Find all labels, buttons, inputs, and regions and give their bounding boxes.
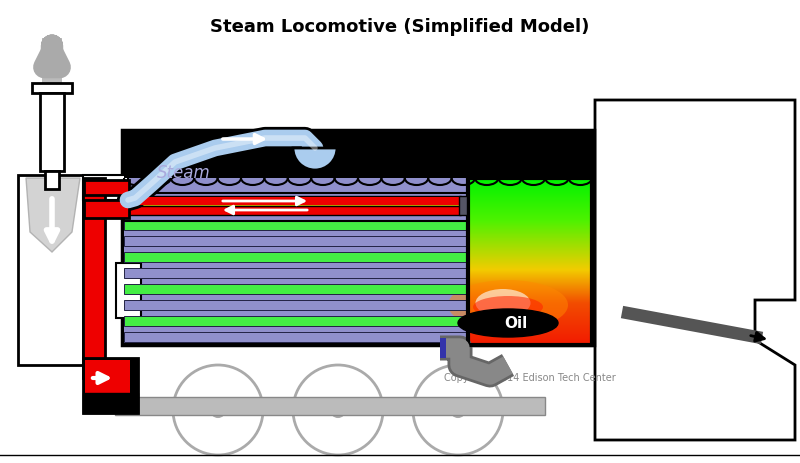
Bar bbox=[32, 83, 72, 93]
Bar bbox=[124, 193, 468, 221]
Circle shape bbox=[451, 403, 465, 417]
Bar bbox=[124, 132, 592, 343]
Bar bbox=[83, 358, 138, 413]
Bar bbox=[459, 196, 467, 215]
Bar bbox=[45, 171, 59, 189]
Bar bbox=[124, 236, 468, 246]
Bar bbox=[440, 338, 446, 358]
Bar bbox=[124, 316, 468, 326]
Bar bbox=[468, 178, 592, 345]
Polygon shape bbox=[26, 178, 80, 252]
Bar bbox=[124, 220, 468, 230]
Bar bbox=[124, 268, 468, 278]
Bar bbox=[83, 175, 128, 200]
Text: Steam: Steam bbox=[157, 164, 210, 182]
Circle shape bbox=[331, 403, 345, 417]
Polygon shape bbox=[595, 100, 795, 440]
Bar bbox=[127, 197, 459, 205]
Ellipse shape bbox=[458, 309, 558, 337]
Bar bbox=[83, 393, 138, 413]
Bar bbox=[40, 93, 64, 171]
Bar bbox=[85, 360, 130, 408]
Bar bbox=[124, 300, 468, 310]
Circle shape bbox=[173, 365, 263, 455]
Bar bbox=[84, 180, 129, 195]
Bar bbox=[124, 132, 592, 178]
Bar bbox=[124, 252, 468, 262]
Bar bbox=[46, 158, 58, 176]
Circle shape bbox=[413, 365, 503, 455]
Bar bbox=[115, 397, 545, 415]
Bar bbox=[127, 206, 461, 215]
Ellipse shape bbox=[473, 296, 543, 318]
Bar bbox=[124, 132, 592, 182]
Text: Oil: Oil bbox=[504, 315, 528, 331]
Bar bbox=[127, 196, 461, 206]
Bar bbox=[42, 38, 62, 90]
Bar bbox=[122, 130, 594, 345]
Bar bbox=[124, 332, 468, 342]
Text: Steam Locomotive (Simplified Model): Steam Locomotive (Simplified Model) bbox=[210, 18, 590, 36]
Bar bbox=[84, 200, 129, 218]
Circle shape bbox=[293, 365, 383, 455]
Ellipse shape bbox=[448, 280, 568, 330]
Bar bbox=[83, 178, 105, 378]
Bar bbox=[124, 178, 592, 343]
Wedge shape bbox=[293, 148, 337, 170]
Text: Copyright 2014 Edison Tech Center: Copyright 2014 Edison Tech Center bbox=[444, 373, 616, 383]
Bar bbox=[116, 263, 141, 318]
Circle shape bbox=[211, 403, 225, 417]
Bar bbox=[88, 183, 100, 373]
Ellipse shape bbox=[475, 289, 530, 317]
Bar bbox=[124, 284, 468, 294]
Bar bbox=[18, 175, 83, 365]
